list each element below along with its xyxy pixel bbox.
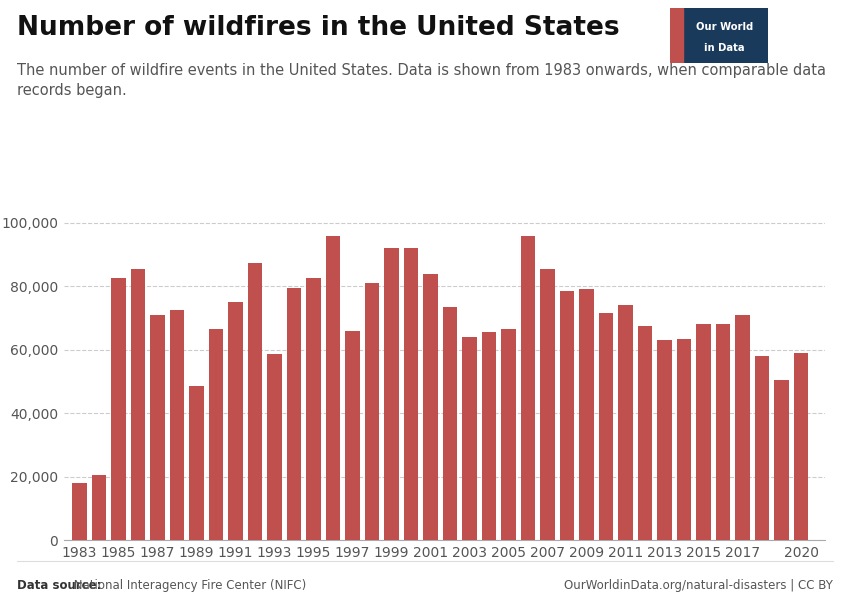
Bar bbox=[755, 356, 769, 540]
Bar bbox=[111, 278, 126, 540]
Text: Data source:: Data source: bbox=[17, 579, 101, 592]
Bar bbox=[735, 315, 750, 540]
Bar bbox=[208, 329, 224, 540]
Bar bbox=[462, 337, 477, 540]
Bar bbox=[404, 248, 418, 540]
Bar bbox=[482, 332, 496, 540]
Bar bbox=[559, 291, 575, 540]
Bar bbox=[365, 283, 379, 540]
Bar bbox=[774, 380, 789, 540]
Bar bbox=[670, 8, 683, 63]
Bar bbox=[502, 329, 516, 540]
Bar bbox=[657, 340, 672, 540]
Bar bbox=[326, 236, 340, 540]
Bar bbox=[794, 353, 808, 540]
Bar bbox=[92, 475, 106, 540]
Bar bbox=[384, 248, 399, 540]
Bar bbox=[247, 263, 263, 540]
Bar bbox=[598, 313, 614, 540]
Bar bbox=[443, 307, 457, 540]
Bar bbox=[306, 278, 320, 540]
Bar bbox=[189, 386, 204, 540]
Bar bbox=[286, 288, 301, 540]
Bar bbox=[541, 269, 555, 540]
Bar bbox=[72, 483, 87, 540]
Bar bbox=[423, 274, 438, 540]
Bar bbox=[618, 305, 633, 540]
Text: Our World: Our World bbox=[696, 22, 753, 32]
Bar bbox=[716, 325, 730, 540]
Text: OurWorldinData.org/natural-disasters | CC BY: OurWorldinData.org/natural-disasters | C… bbox=[564, 579, 833, 592]
Bar bbox=[267, 355, 281, 540]
Text: in Data: in Data bbox=[705, 43, 745, 53]
Text: The number of wildfire events in the United States. Data is shown from 1983 onwa: The number of wildfire events in the Uni… bbox=[17, 63, 826, 98]
Bar bbox=[228, 302, 243, 540]
Bar bbox=[131, 269, 145, 540]
Bar bbox=[579, 289, 594, 540]
Bar bbox=[696, 325, 711, 540]
Bar bbox=[521, 236, 536, 540]
Text: Number of wildfires in the United States: Number of wildfires in the United States bbox=[17, 15, 620, 41]
Bar bbox=[150, 315, 165, 540]
Bar bbox=[345, 331, 360, 540]
Bar bbox=[638, 326, 652, 540]
Text: National Interagency Fire Center (NIFC): National Interagency Fire Center (NIFC) bbox=[70, 579, 306, 592]
Bar bbox=[169, 310, 184, 540]
Bar bbox=[677, 338, 691, 540]
